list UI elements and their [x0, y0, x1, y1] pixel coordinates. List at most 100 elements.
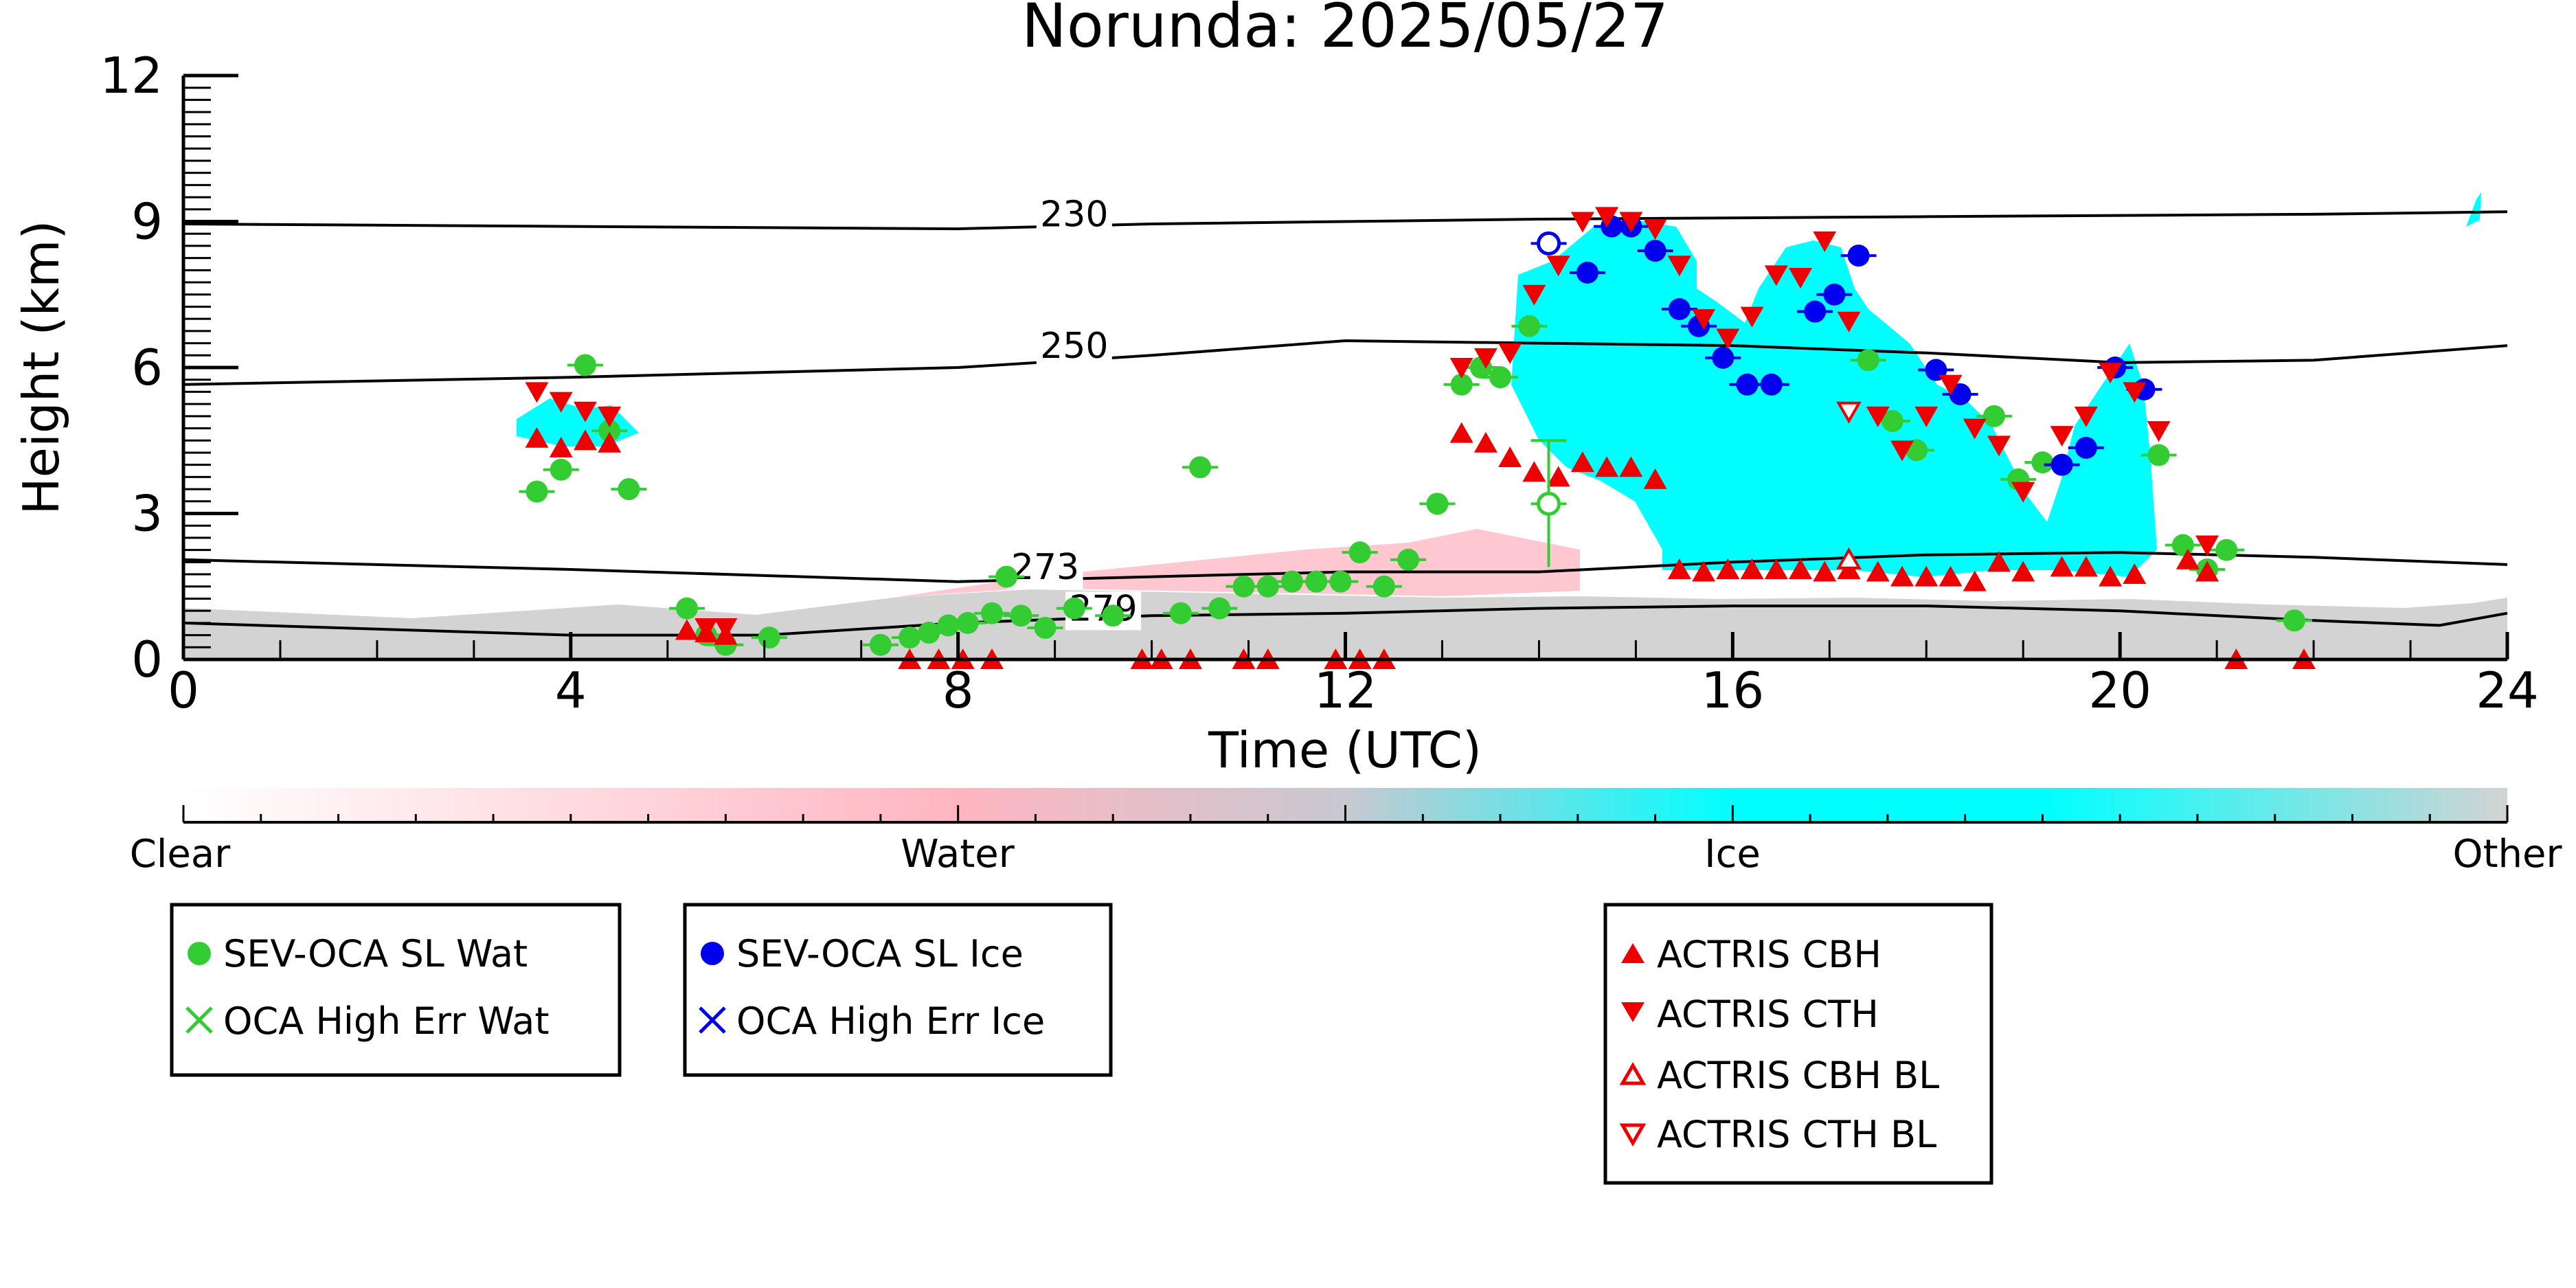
point-actris-cth [1595, 207, 1619, 228]
point-sev-oca-sl-ice [1949, 383, 1971, 405]
point-sev-oca-sl-wat [550, 458, 572, 481]
point-sev-oca-sl-wat [899, 626, 921, 649]
ice-cloud-region-3 [2466, 192, 2481, 227]
point-sev-oca-sl-wat [2283, 609, 2305, 632]
colorbar-ticks [182, 805, 2509, 822]
point-actris-cth [1813, 231, 1837, 252]
point-sev-oca-sl-ice [1712, 346, 1735, 369]
colorbar-label-water: Water [901, 832, 1015, 877]
contour-label-230: 230 [1040, 194, 1108, 236]
point-sev-oca-sl-ice [1644, 240, 1667, 262]
point-sev-oca-sl-wat [1034, 616, 1057, 639]
point-sev-oca-sl-wat [1372, 575, 1395, 598]
point-sev-oca-sl-ice [1823, 283, 1846, 306]
point-sev-oca-sl-ice [1760, 373, 1783, 396]
legend-actris: ACTRIS CBH ACTRIS CTH ACTRIS CBH BL ACTR… [1603, 903, 1993, 1185]
point-actris-cbh [2195, 561, 2219, 582]
point-actris-cth [2147, 421, 2171, 442]
point-actris-cth [1522, 284, 1546, 306]
point-actris-cth [1619, 212, 1643, 233]
point-sev-oca-sl-wat [675, 597, 698, 620]
point-actris-cth [1939, 374, 1963, 396]
legend-water: SEV-OCA SL Wat OCA High Err Wat [170, 903, 622, 1077]
x-tick-label: 4 [555, 662, 587, 719]
point-sev-oca-sl-wat [526, 480, 548, 503]
legend-marker-actris-cbh [1621, 943, 1645, 963]
x-tick-label: 24 [2476, 662, 2539, 719]
point-actris-cbh [1890, 565, 1914, 587]
point-actris-cbh [1866, 561, 1890, 582]
point-actris-cbh [1789, 558, 1813, 579]
x-tick-label: 12 [1314, 662, 1377, 719]
point-actris-cth [2011, 482, 2035, 503]
y-axis-label: Height (km) [12, 221, 70, 515]
point-actris-cbh [2099, 565, 2123, 587]
legend-ice: SEV-OCA SL Ice OCA High Err Ice [683, 903, 1113, 1077]
point-sev-oca-sl-wat [1450, 373, 1473, 396]
point-sev-oca-sl-wat [1208, 597, 1231, 620]
point-actris-cbh [1667, 558, 1691, 579]
point-sev-oca-sl-ice [1736, 373, 1759, 396]
contour-label-250: 250 [1040, 326, 1108, 367]
point-actris-cth [1963, 418, 1987, 440]
contour-label-273: 273 [1011, 547, 1079, 588]
point-actris-cth [2074, 406, 2098, 427]
point-actris-cbh [1522, 461, 1546, 482]
point-sev-oca-sl-ice [1576, 261, 1598, 284]
point-sev-oca-sl-wat [1489, 366, 1512, 389]
point-actris-cth [1667, 256, 1691, 277]
point-actris-cbh [2011, 561, 2035, 582]
point-actris-cth [1692, 309, 1716, 330]
legend-marker-oca-high-err-wat [185, 1006, 213, 1034]
y-tick-label: 12 [100, 47, 163, 104]
point-actris-cbh [525, 427, 549, 448]
point-actris-cbh [2074, 556, 2098, 577]
contour-label-bg [1036, 197, 1112, 236]
point-sev-oca-sl-wat [981, 602, 1004, 624]
point-actris-cbh [1546, 466, 1570, 487]
point-sev-oca-sl-wat [574, 354, 596, 376]
legend-label-actris-cth-bl: ACTRIS CTH BL [1657, 1113, 1936, 1156]
point-actris-cbh [1498, 447, 1522, 468]
legend-marker-oca-high-err-ice [699, 1006, 726, 1034]
point-actris-cth [1498, 343, 1522, 364]
point-sev-oca-sl-wat [1348, 541, 1371, 564]
point-sev-oca-sl-wat [1063, 597, 1085, 620]
point-sev-oca-sl-wat [869, 633, 892, 656]
y-tick-label: 3 [131, 485, 163, 543]
colorbar: Clear Water Ice Other [130, 788, 2562, 877]
point-actris-cth [1789, 267, 1813, 289]
legend-label-actris-cbh: ACTRIS CBH [1657, 933, 1882, 976]
colorbar-label-clear: Clear [130, 832, 231, 877]
point-sev-oca-sl-wat [1169, 602, 1192, 624]
point-sev-oca-sl-wat [2031, 451, 2054, 474]
point-sev-oca-sl-wat [918, 622, 940, 644]
point-actris-cth [1866, 406, 1890, 427]
point-actris-cth [2123, 382, 2147, 403]
point-actris-cbh [1643, 468, 1667, 489]
point-actris-cbh [1764, 558, 1788, 579]
point-actris-cbh-bl [1836, 547, 1862, 569]
legend-marker-sev-oca-wat [188, 942, 211, 965]
legend-label-oca-high-err-ice: OCA High Err Ice [736, 999, 1045, 1043]
legend-label-actris-cbh-bl: ACTRIS CBH BL [1657, 1054, 1939, 1097]
point-actris-cbh [1595, 456, 1619, 477]
point-actris-cth [1914, 406, 1939, 427]
point-actris-cbh [1963, 570, 1987, 591]
point-sev-oca-sl-wat [1857, 349, 1879, 372]
point-sev-oca-sl-wat [1305, 570, 1328, 593]
legend-marker-sev-oca-ice [701, 942, 724, 965]
point-actris-cth [2050, 426, 2074, 447]
y-axis-ticks: 0 3 6 9 12 [100, 47, 238, 688]
x-tick-label: 20 [2088, 662, 2151, 719]
point-actris-cth [1570, 212, 1594, 233]
contour-label-bg [1007, 550, 1083, 589]
open-marker-sev-oca-sl-wat [1537, 491, 1561, 516]
point-actris-cbh [598, 431, 622, 453]
point-sev-oca-sl-wat [598, 420, 621, 442]
point-sev-oca-sl-wat [1982, 405, 2005, 427]
chart-title: Norunda: 2025/05/27 [1021, 0, 1669, 61]
point-actris-cbh [1987, 551, 2011, 572]
point-actris-cbh [1619, 456, 1643, 477]
